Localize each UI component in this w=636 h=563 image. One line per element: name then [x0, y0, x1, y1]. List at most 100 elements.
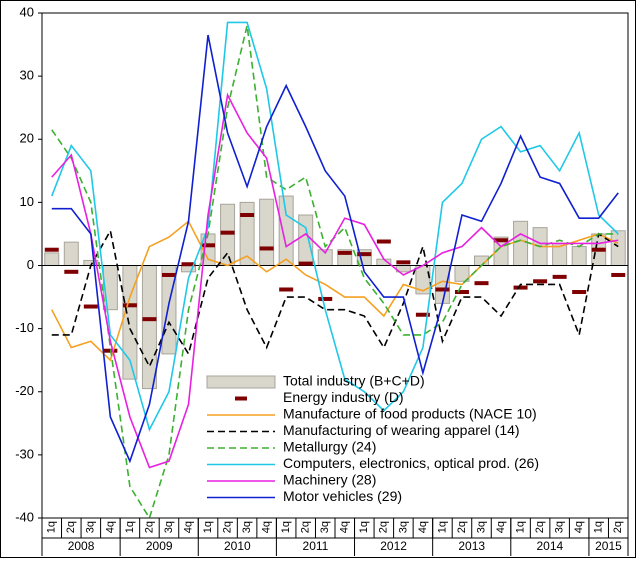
energy-marker — [318, 296, 333, 301]
legend-label: Manufacturing of wearing apparel (14) — [283, 422, 520, 438]
energy-marker — [357, 252, 372, 257]
legend-swatch — [206, 375, 276, 389]
x-tick-label: 2q — [300, 521, 312, 533]
energy-marker — [533, 279, 548, 284]
year-label: 2009 — [146, 539, 173, 553]
year-label: 2008 — [68, 539, 95, 553]
energy-marker — [435, 287, 450, 292]
legend-swatch — [235, 396, 247, 401]
year-label: 2010 — [224, 539, 251, 553]
bar — [513, 220, 529, 266]
year-label: 2011 — [303, 539, 329, 553]
y-tick-label: -10 — [15, 320, 34, 335]
x-tick-label: 3q — [554, 521, 566, 533]
y-tick-label: 30 — [20, 68, 34, 83]
energy-marker — [220, 230, 235, 235]
x-tick-label: 1q — [280, 521, 292, 533]
x-tick-label: 3q — [163, 521, 175, 533]
bar — [259, 198, 275, 266]
y-tick-label: 40 — [20, 4, 34, 19]
x-tick-label: 2q — [612, 521, 624, 533]
x-tick-label: 1q — [124, 521, 136, 533]
energy-marker — [181, 262, 196, 267]
y-tick-label: -20 — [15, 383, 34, 398]
bar — [610, 230, 626, 266]
energy-marker — [415, 312, 430, 317]
legend-label: Motor vehicles (29) — [283, 488, 402, 504]
x-tick-label: 4q — [182, 521, 194, 533]
bar — [220, 203, 236, 267]
series-line — [51, 220, 619, 362]
legend-label: Computers, electronics, optical prod. (2… — [283, 455, 539, 471]
bar — [571, 246, 587, 266]
x-tick-label: 1q — [514, 521, 526, 533]
x-tick-label: 2q — [456, 521, 468, 533]
energy-marker — [161, 272, 176, 277]
bar — [44, 252, 60, 266]
legend-label: Manufacture of food products (NACE 10) — [283, 406, 537, 422]
energy-marker — [396, 260, 411, 265]
energy-marker — [474, 281, 489, 286]
x-tick-label: 2q — [143, 521, 155, 533]
year-label: 2014 — [537, 539, 564, 553]
bar — [141, 265, 157, 390]
energy-marker — [552, 274, 567, 279]
energy-marker — [454, 290, 469, 295]
bar — [63, 241, 79, 267]
series-line — [51, 21, 619, 432]
energy-marker — [142, 317, 157, 322]
x-tick-label: 1q — [202, 521, 214, 533]
legend-label: Energy industry (D) — [283, 389, 404, 405]
x-tick-label: 4q — [417, 521, 429, 533]
energy-marker — [44, 247, 59, 252]
year-label: 2012 — [380, 539, 407, 553]
x-tick-label: 4q — [339, 521, 351, 533]
x-tick-label: 2q — [378, 521, 390, 533]
x-tick-label: 1q — [358, 521, 370, 533]
energy-marker — [337, 250, 352, 255]
energy-marker — [240, 213, 255, 217]
x-tick-label: 3q — [85, 521, 97, 533]
energy-marker — [611, 272, 626, 277]
legend-label: Machinery (28) — [283, 472, 376, 488]
energy-marker — [591, 247, 606, 252]
x-tick-label: 4q — [495, 521, 507, 533]
y-tick-label: 20 — [20, 131, 34, 146]
energy-marker — [201, 243, 216, 248]
energy-marker — [513, 285, 528, 290]
x-tick-label: 1q — [46, 521, 58, 533]
x-tick-label: 3q — [397, 521, 409, 533]
x-tick-label: 4q — [261, 521, 273, 533]
series-line — [51, 92, 619, 469]
x-tick-label: 3q — [319, 521, 331, 533]
energy-marker — [122, 303, 137, 308]
energy-marker — [494, 238, 509, 243]
y-tick-label: 10 — [20, 194, 34, 209]
x-tick-label: 3q — [475, 521, 487, 533]
x-tick-label: 4q — [573, 521, 585, 533]
energy-marker — [64, 269, 79, 274]
bar — [161, 265, 177, 355]
series-line — [51, 34, 619, 464]
y-tick-label: 0 — [27, 257, 34, 272]
energy-marker — [83, 304, 98, 309]
legend-label: Total industry (B+C+D) — [283, 373, 425, 389]
x-tick-label: 1q — [593, 521, 605, 533]
y-tick-label: -30 — [15, 446, 34, 461]
bar — [278, 195, 294, 266]
energy-marker — [259, 246, 274, 251]
x-tick-label: 4q — [104, 521, 116, 533]
series-line — [51, 228, 619, 369]
year-label: 2015 — [595, 539, 622, 553]
x-tick-label: 2q — [65, 521, 77, 533]
x-tick-label: 1q — [436, 521, 448, 533]
x-tick-label: 3q — [241, 521, 253, 533]
legend-label: Metallurgy (24) — [283, 439, 376, 455]
x-tick-label: 2q — [534, 521, 546, 533]
energy-marker — [298, 261, 313, 266]
bar — [298, 214, 314, 266]
energy-marker — [376, 239, 391, 244]
energy-marker — [572, 290, 587, 295]
year-label: 2013 — [458, 539, 485, 553]
y-tick-label: -40 — [15, 509, 34, 524]
